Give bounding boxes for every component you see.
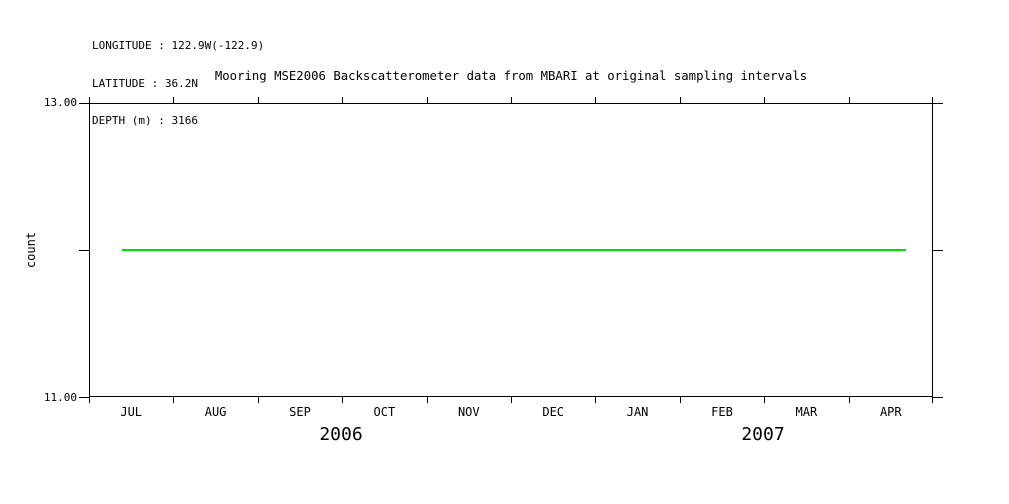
month-label-feb: FEB (711, 405, 733, 419)
depth-text: DEPTH (m) : 3166 (92, 114, 198, 127)
ytick-right (932, 250, 943, 251)
xtick-top (173, 97, 174, 103)
xtick-top (342, 97, 343, 103)
month-label-aug: AUG (204, 405, 227, 419)
left-axis-line (89, 97, 90, 403)
latitude-text: LATITUDE : 36.2N (92, 76, 198, 90)
xtick-bottom (595, 397, 596, 403)
xtick-bottom (173, 397, 174, 403)
ytick-right (932, 103, 943, 104)
ytick-left (79, 250, 89, 251)
year-label-2006: 2006 (319, 424, 363, 445)
month-label-nov: NOV (457, 405, 480, 419)
xtick-top (258, 97, 259, 103)
ytick-left (79, 397, 89, 398)
month-label-oct: OCT (373, 405, 396, 419)
xtick-bottom (258, 397, 259, 403)
xtick-bottom (427, 397, 428, 403)
month-label-apr: APR (879, 405, 902, 419)
ytick-left (79, 103, 89, 104)
month-label-dec: DEC (542, 405, 565, 419)
xtick-top (511, 97, 512, 103)
xtick-bottom (764, 397, 765, 403)
station-info: LONGITUDE : 122.9W(-122.9) LATITUDE : 36… (92, 15, 264, 153)
ytick-right (932, 397, 943, 398)
xtick-bottom (511, 397, 512, 403)
xtick-bottom (342, 397, 343, 403)
xtick-top (427, 97, 428, 103)
longitude-text: LONGITUDE : 122.9W(-122.9) (92, 39, 265, 52)
xtick-top (595, 97, 596, 103)
month-label-jul: JUL (120, 405, 143, 419)
month-label-sep: SEP (289, 405, 311, 419)
year-label-2007: 2007 (741, 424, 785, 445)
month-label-mar: MAR (795, 405, 818, 419)
xtick-top (680, 97, 681, 103)
month-label-jan: JAN (626, 405, 649, 419)
plot-title: Mooring MSE2006 Backscatterometer data f… (214, 69, 808, 83)
xtick-top (849, 97, 850, 103)
xtick-bottom (680, 397, 681, 403)
y-axis-label: count (24, 231, 38, 269)
ytick-label-top: 13.00 (43, 96, 77, 109)
xtick-top (764, 97, 765, 103)
xtick-bottom (849, 397, 850, 403)
data-line-ntu2 (122, 249, 906, 251)
ytick-label-bottom: 11.00 (43, 391, 77, 404)
legend: CHLOROPHYLL_NSAMPLESNTU1_NSAMPLESNTU2_NS… (0, 440, 1009, 470)
